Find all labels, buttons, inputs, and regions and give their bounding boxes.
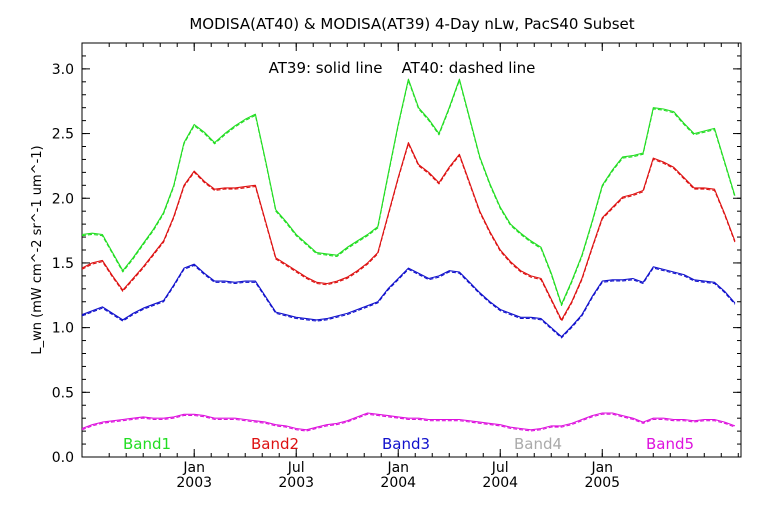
x-tick-label-month: Jan [590,460,613,476]
legend-label-band2: Band2 [251,435,299,453]
chart-title: MODISA(AT40) & MODISA(AT39) 4-Day nLw, P… [189,15,634,33]
series-line-band2-at40 [81,143,736,322]
legend: Band1 Band2 Band3 Band4 Band5 [123,435,694,453]
x-tick-label-month: Jan [182,460,205,476]
y-tick-label: 1.0 [52,321,74,337]
legend-label-band3: Band3 [382,435,430,453]
series-line-band5-at40 [81,413,736,432]
line-style-annotation: AT39: solid line AT40: dashed line [269,59,536,77]
y-tick-label: 3.0 [52,62,74,78]
x-tick-label-month: Jul [287,460,305,476]
x-tick-label-year: 2004 [380,475,416,491]
y-tick-label: 2.5 [52,127,74,143]
y-tick-label: 2.0 [52,191,74,207]
x-tick-label-year: 2004 [482,475,518,491]
series-line-band3-at39 [81,263,736,338]
y-tick-label: 1.5 [52,256,74,272]
x-tick-label-year: 2003 [176,475,212,491]
y-axis-label-text: L_wn (mW cm^-2 sr^-1 um^-1) [30,145,45,354]
x-tick-label-year: 2003 [278,475,314,491]
series-line-band3-at40 [81,264,736,339]
legend-label-band4: Band4 [514,435,562,453]
series-line-band5-at39 [81,412,736,431]
series-line-band2-at39 [81,142,736,321]
x-tick-label-month: Jan [386,460,409,476]
legend-label-band5: Band5 [646,435,694,453]
y-tick-label: 0.5 [52,385,74,401]
legend-label-band1: Band1 [123,435,171,453]
plot-frame [81,42,742,458]
x-tick-label-month: Jul [491,460,509,476]
y-axis-label: L_wn (mW cm^-2 sr^-1 um^-1) [30,145,45,354]
series-line-band1-at40 [81,79,736,307]
y-axis-ticks: 0.0 0.5 1.0 1.5 2.0 2.5 3.0 [52,42,741,466]
y-tick-label: 0.0 [52,450,74,466]
series-lines [81,78,736,432]
x-tick-label-year: 2005 [584,475,620,491]
series-line-band1-at39 [81,78,736,305]
